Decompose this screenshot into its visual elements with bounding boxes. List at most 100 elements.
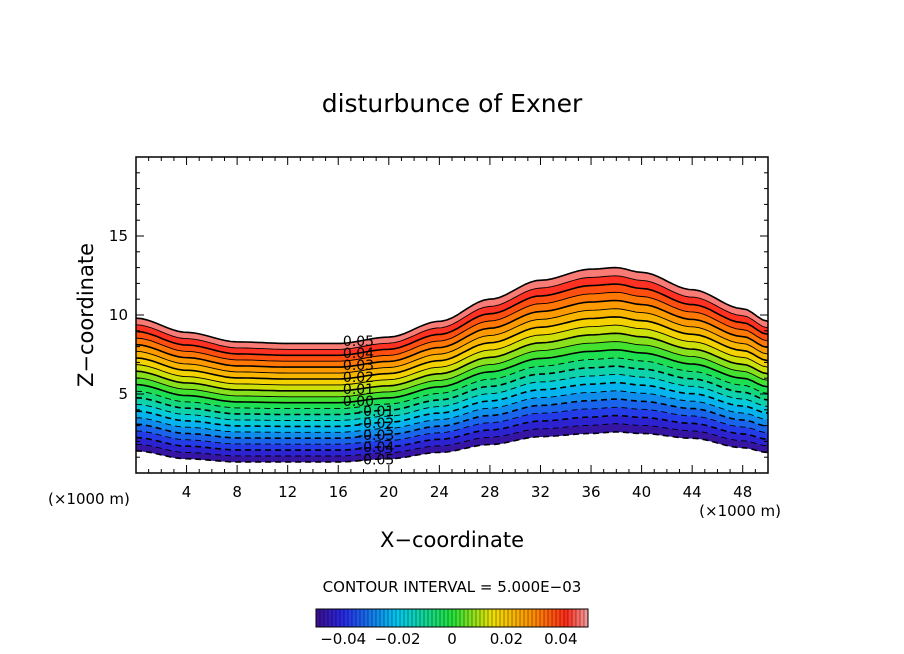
x-tick-label: 4	[182, 483, 192, 501]
contour-line	[135, 291, 769, 362]
x-unit-right: (×1000 m)	[699, 502, 781, 520]
colorbar-swatch	[424, 609, 429, 627]
contour-line	[135, 381, 769, 428]
colorbar-swatch	[420, 609, 425, 627]
colorbar-swatch	[448, 609, 453, 627]
colorbar-swatch	[372, 609, 377, 627]
contour-labels-layer: 0.050.040.030.020.010.00-0.01-0.02-0.03-…	[343, 334, 394, 468]
x-tick-label: 28	[480, 483, 499, 501]
colorbar-swatch	[364, 609, 369, 627]
x-tick-label: 16	[329, 483, 348, 501]
colorbar-frame	[315, 608, 589, 628]
contour-line	[135, 332, 769, 392]
colorbar-swatch	[468, 609, 473, 627]
colorbar-swatch	[332, 609, 337, 627]
colorbar-swatch	[328, 609, 333, 627]
colorbar-swatch	[320, 609, 325, 627]
colorbar-swatch	[432, 609, 437, 627]
contour-label: -0.03	[358, 428, 394, 444]
colorbar-tick-label: 0	[447, 630, 457, 648]
x-tick-label: 12	[278, 483, 297, 501]
colorbar-swatch	[572, 609, 577, 627]
colorbar-tick-label: 0.02	[490, 630, 523, 648]
colorbar-swatch	[508, 609, 513, 627]
colorbar-swatch	[464, 609, 469, 627]
colorbar-swatch	[428, 609, 433, 627]
colorbar-swatch	[340, 609, 345, 627]
x-unit-left: (×1000 m)	[48, 490, 130, 508]
contour-label: 0.02	[343, 370, 374, 386]
contour-lines-layer	[135, 266, 769, 463]
contour-label: -0.02	[358, 416, 394, 432]
colorbar-swatch	[492, 609, 497, 627]
y-tick-label: 10	[109, 306, 128, 324]
contour-line	[135, 341, 769, 398]
contour-line	[135, 266, 769, 345]
colorbar-swatch	[416, 609, 421, 627]
x-axis-ticks: 4 8 12 16 20 24 28 32 36 40 44 48	[135, 157, 769, 501]
x-tick-label: 36	[581, 483, 600, 501]
contour-line	[135, 316, 769, 380]
colorbar-swatch	[544, 609, 549, 627]
colorbar-swatch	[564, 609, 569, 627]
colorbar-swatch	[408, 609, 413, 627]
colorbar-swatch	[516, 609, 521, 627]
colorbar-swatch	[456, 609, 461, 627]
colorbar-tick-labels: −0.04 −0.02 0 0.02 0.04	[320, 630, 577, 648]
contour-label: -0.05	[358, 452, 394, 468]
colorbar-tick-label: −0.02	[375, 630, 421, 648]
y-tick-label: 5	[118, 385, 128, 403]
y-axis-ticks: 5 10 15	[109, 156, 768, 474]
colorbar-swatch	[560, 609, 565, 627]
x-tick-label: 24	[430, 483, 449, 501]
colorbar-swatch	[480, 609, 485, 627]
colorbar-swatch	[452, 609, 457, 627]
contour-line	[135, 423, 769, 457]
colorbar-swatch	[404, 609, 409, 627]
colorbar-swatch	[576, 609, 581, 627]
x-tick-label: 8	[232, 483, 242, 501]
contour-line	[135, 390, 769, 433]
colorbar-tick-label: 0.04	[544, 630, 577, 648]
colorbar-swatch	[472, 609, 477, 627]
colorbar-swatch	[580, 609, 585, 627]
colorbar-swatch	[380, 609, 385, 627]
contour-line	[135, 398, 769, 439]
x-tick-label: 20	[379, 483, 398, 501]
colorbar-swatch	[440, 609, 445, 627]
colorbar-swatch	[476, 609, 481, 627]
contour-label: 0.04	[343, 346, 374, 362]
x-tick-label: 32	[531, 483, 550, 501]
contour-label: -0.04	[358, 440, 394, 456]
contour-interval-text: CONTOUR INTERVAL = 5.000E−03	[323, 578, 582, 596]
colorbar-swatch	[488, 609, 493, 627]
colorbar-swatch	[524, 609, 529, 627]
colorbar-swatch	[528, 609, 533, 627]
colorbar-swatch	[400, 609, 405, 627]
colorbar-swatch	[512, 609, 517, 627]
colorbar-swatch	[484, 609, 489, 627]
contour-line	[135, 365, 769, 416]
contour-label: 0.00	[343, 394, 374, 410]
colorbar-swatch	[520, 609, 525, 627]
colorbar-swatch	[356, 609, 361, 627]
contour-line	[135, 324, 769, 386]
contour-label: 0.03	[343, 358, 374, 374]
contour-line	[135, 406, 769, 445]
contour-line	[135, 373, 769, 421]
colorbar	[315, 609, 589, 627]
contour-line	[135, 357, 769, 410]
y-tick-label: 15	[109, 227, 128, 245]
colorbar-swatch	[388, 609, 393, 627]
colorbar-swatch	[348, 609, 353, 627]
contour-line	[135, 283, 769, 357]
colorbar-swatch	[344, 609, 349, 627]
contour-line	[135, 414, 769, 451]
contour-line	[135, 308, 769, 374]
colorbar-swatch	[376, 609, 381, 627]
colorbar-swatch	[316, 609, 321, 627]
y-axis-label: Z−coordinate	[74, 243, 98, 387]
colorbar-swatch	[324, 609, 329, 627]
colorbar-tick-label: −0.04	[320, 630, 366, 648]
